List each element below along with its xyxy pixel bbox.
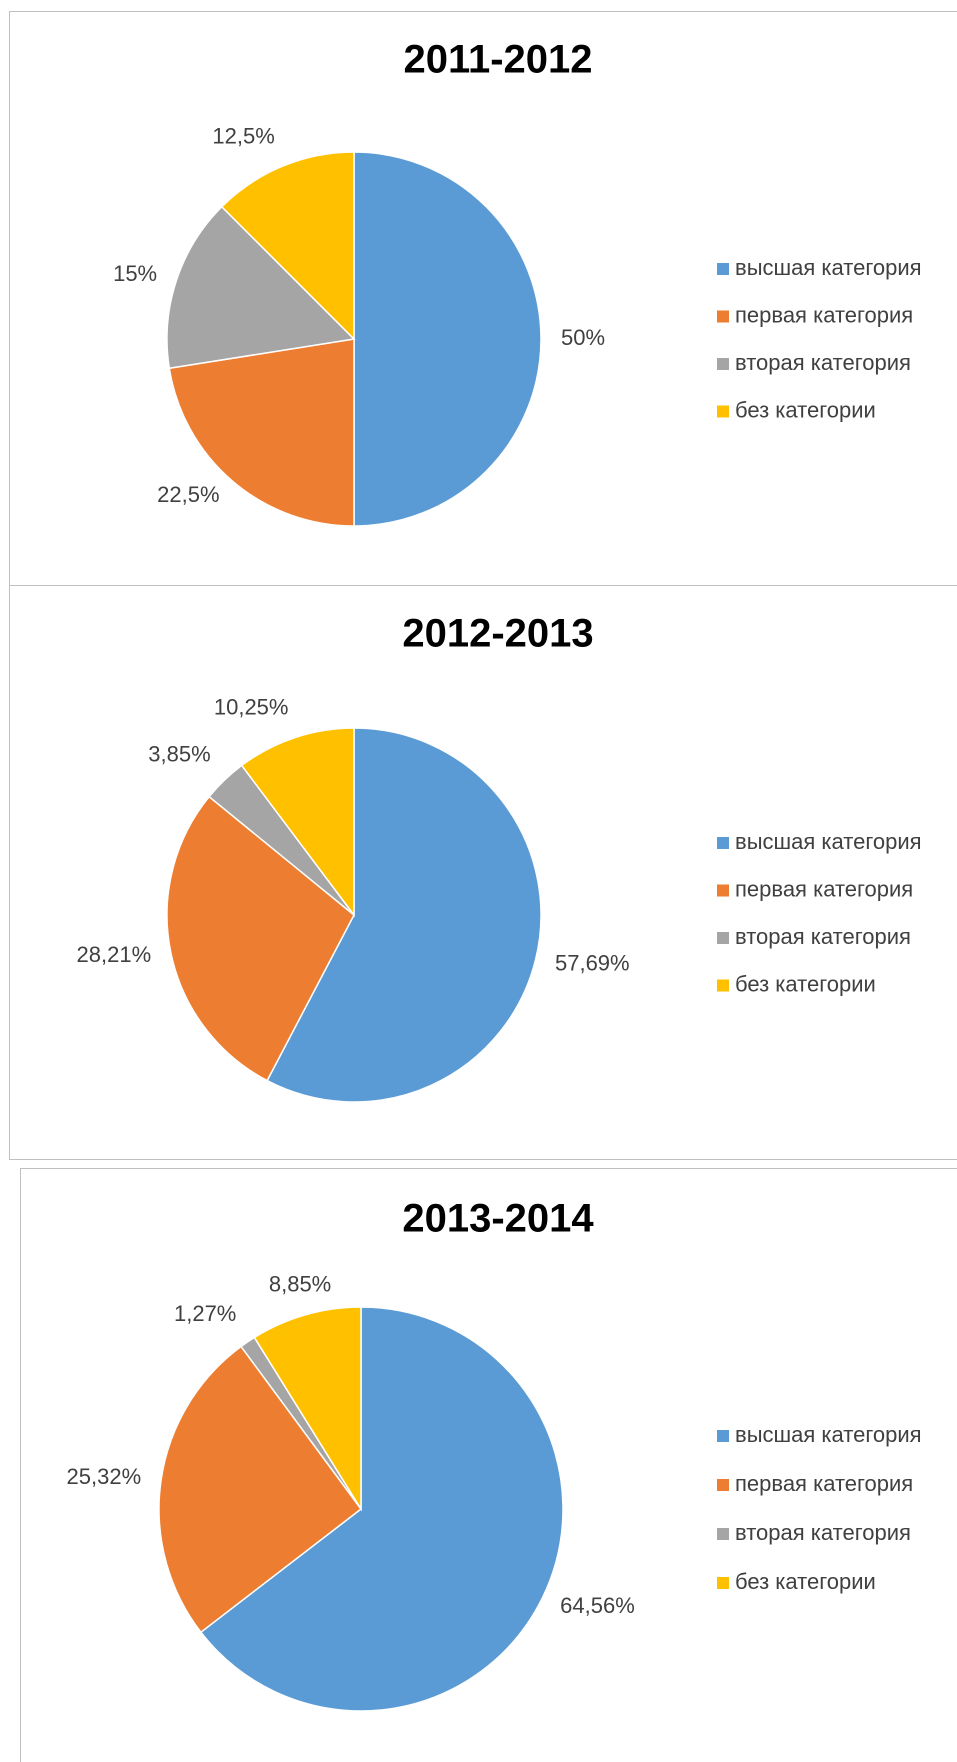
data-label: 28,21% <box>77 942 152 967</box>
legend-swatch <box>717 1479 729 1491</box>
chart-border <box>20 1168 957 1762</box>
data-label: 57,69% <box>555 950 630 975</box>
legend-label: вторая категория <box>735 1520 911 1545</box>
data-label: 8,85% <box>269 1271 331 1296</box>
legend-label: высшая категория <box>735 829 922 854</box>
data-label: 3,85% <box>148 741 210 766</box>
data-label: 10,25% <box>214 694 289 719</box>
legend-label: первая категория <box>735 302 913 327</box>
legend-swatch <box>717 1430 729 1442</box>
legend-swatch <box>717 405 729 418</box>
data-label: 64,56% <box>560 1593 635 1618</box>
pie-slice <box>199 1306 564 1712</box>
legend-swatch <box>717 310 729 323</box>
pie-slice <box>253 1306 362 1512</box>
pie-slice <box>166 795 355 1082</box>
data-label: 22,5% <box>157 482 219 507</box>
data-label: 50% <box>561 325 605 350</box>
data-label: 25,32% <box>67 1464 142 1489</box>
pie-slice <box>353 151 542 527</box>
legend-swatch <box>717 263 729 275</box>
legend-label: высшая категория <box>735 255 922 280</box>
data-label: 15% <box>113 261 157 286</box>
legend-label: первая категория <box>735 1471 913 1496</box>
pie-slice <box>240 727 355 918</box>
pie-slice <box>158 1345 363 1634</box>
legend-label: без категории <box>735 971 876 996</box>
data-label: 12,5% <box>212 124 274 149</box>
legend-label: высшая категория <box>735 1422 922 1447</box>
legend-label: первая категория <box>735 876 913 901</box>
chart-title: 2013-2014 <box>402 1197 594 1241</box>
legend-label: вторая категория <box>735 924 911 949</box>
legend-label: без категории <box>735 1569 876 1594</box>
legend-label: вторая категория <box>735 350 911 375</box>
legend-swatch <box>717 932 729 944</box>
legend-swatch <box>717 884 729 897</box>
legend-label: без категории <box>735 397 876 422</box>
legend-swatch <box>717 979 729 992</box>
chart-border <box>9 585 957 1160</box>
legend-swatch <box>717 837 729 849</box>
legend-swatch <box>717 1577 729 1589</box>
legend-swatch <box>717 1528 729 1540</box>
pie-slice <box>168 338 355 527</box>
pie-slice <box>266 727 542 1103</box>
chart-title: 2011-2012 <box>403 38 592 82</box>
legend-swatch <box>717 358 729 370</box>
chart-title: 2012-2013 <box>402 612 593 656</box>
data-label: 1,27% <box>174 1301 236 1326</box>
pie-slice <box>220 151 355 341</box>
pie-slice <box>166 205 356 370</box>
